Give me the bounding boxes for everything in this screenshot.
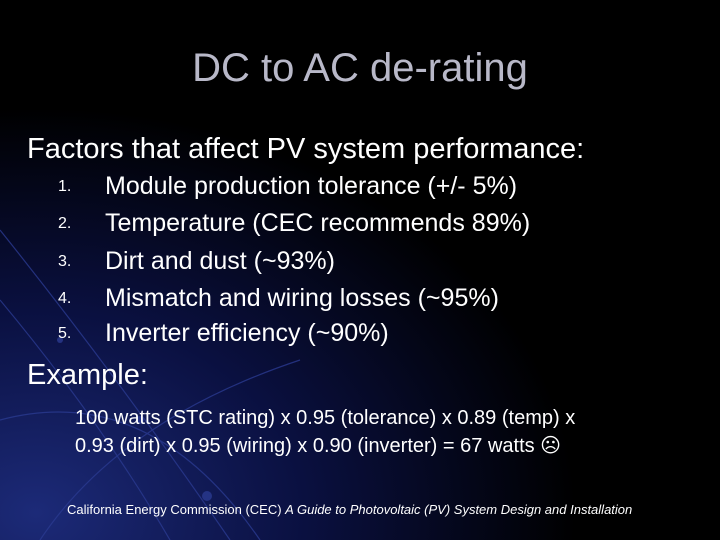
- item-number: 5.: [58, 325, 72, 342]
- item-number: 2.: [58, 215, 72, 232]
- item-text: Mismatch and wiring losses (~95%): [105, 284, 499, 312]
- citation-source: California Energy Commission (CEC): [67, 502, 286, 517]
- example-heading: Example:: [27, 359, 148, 391]
- item-text: Inverter efficiency (~90%): [105, 319, 389, 347]
- example-line: 0.93 (dirt) x 0.95 (wiring) x 0.90 (inve…: [75, 435, 562, 457]
- item-text: Module production tolerance (+/- 5%): [105, 172, 518, 200]
- citation: California Energy Commission (CEC) A Gui…: [67, 503, 632, 516]
- example-line: 100 watts (STC rating) x 0.95 (tolerance…: [75, 407, 576, 429]
- item-number: 4.: [58, 290, 72, 307]
- citation-title: A Guide to Photovoltaic (PV) System Desi…: [285, 502, 633, 517]
- item-number: 1.: [58, 178, 72, 195]
- item-number: 3.: [58, 253, 72, 270]
- item-text: Dirt and dust (~93%): [105, 247, 335, 275]
- heading: Factors that affect PV system performanc…: [27, 133, 585, 165]
- item-text: Temperature (CEC recommends 89%): [105, 209, 531, 237]
- title: DC to AC de-rating: [192, 46, 528, 90]
